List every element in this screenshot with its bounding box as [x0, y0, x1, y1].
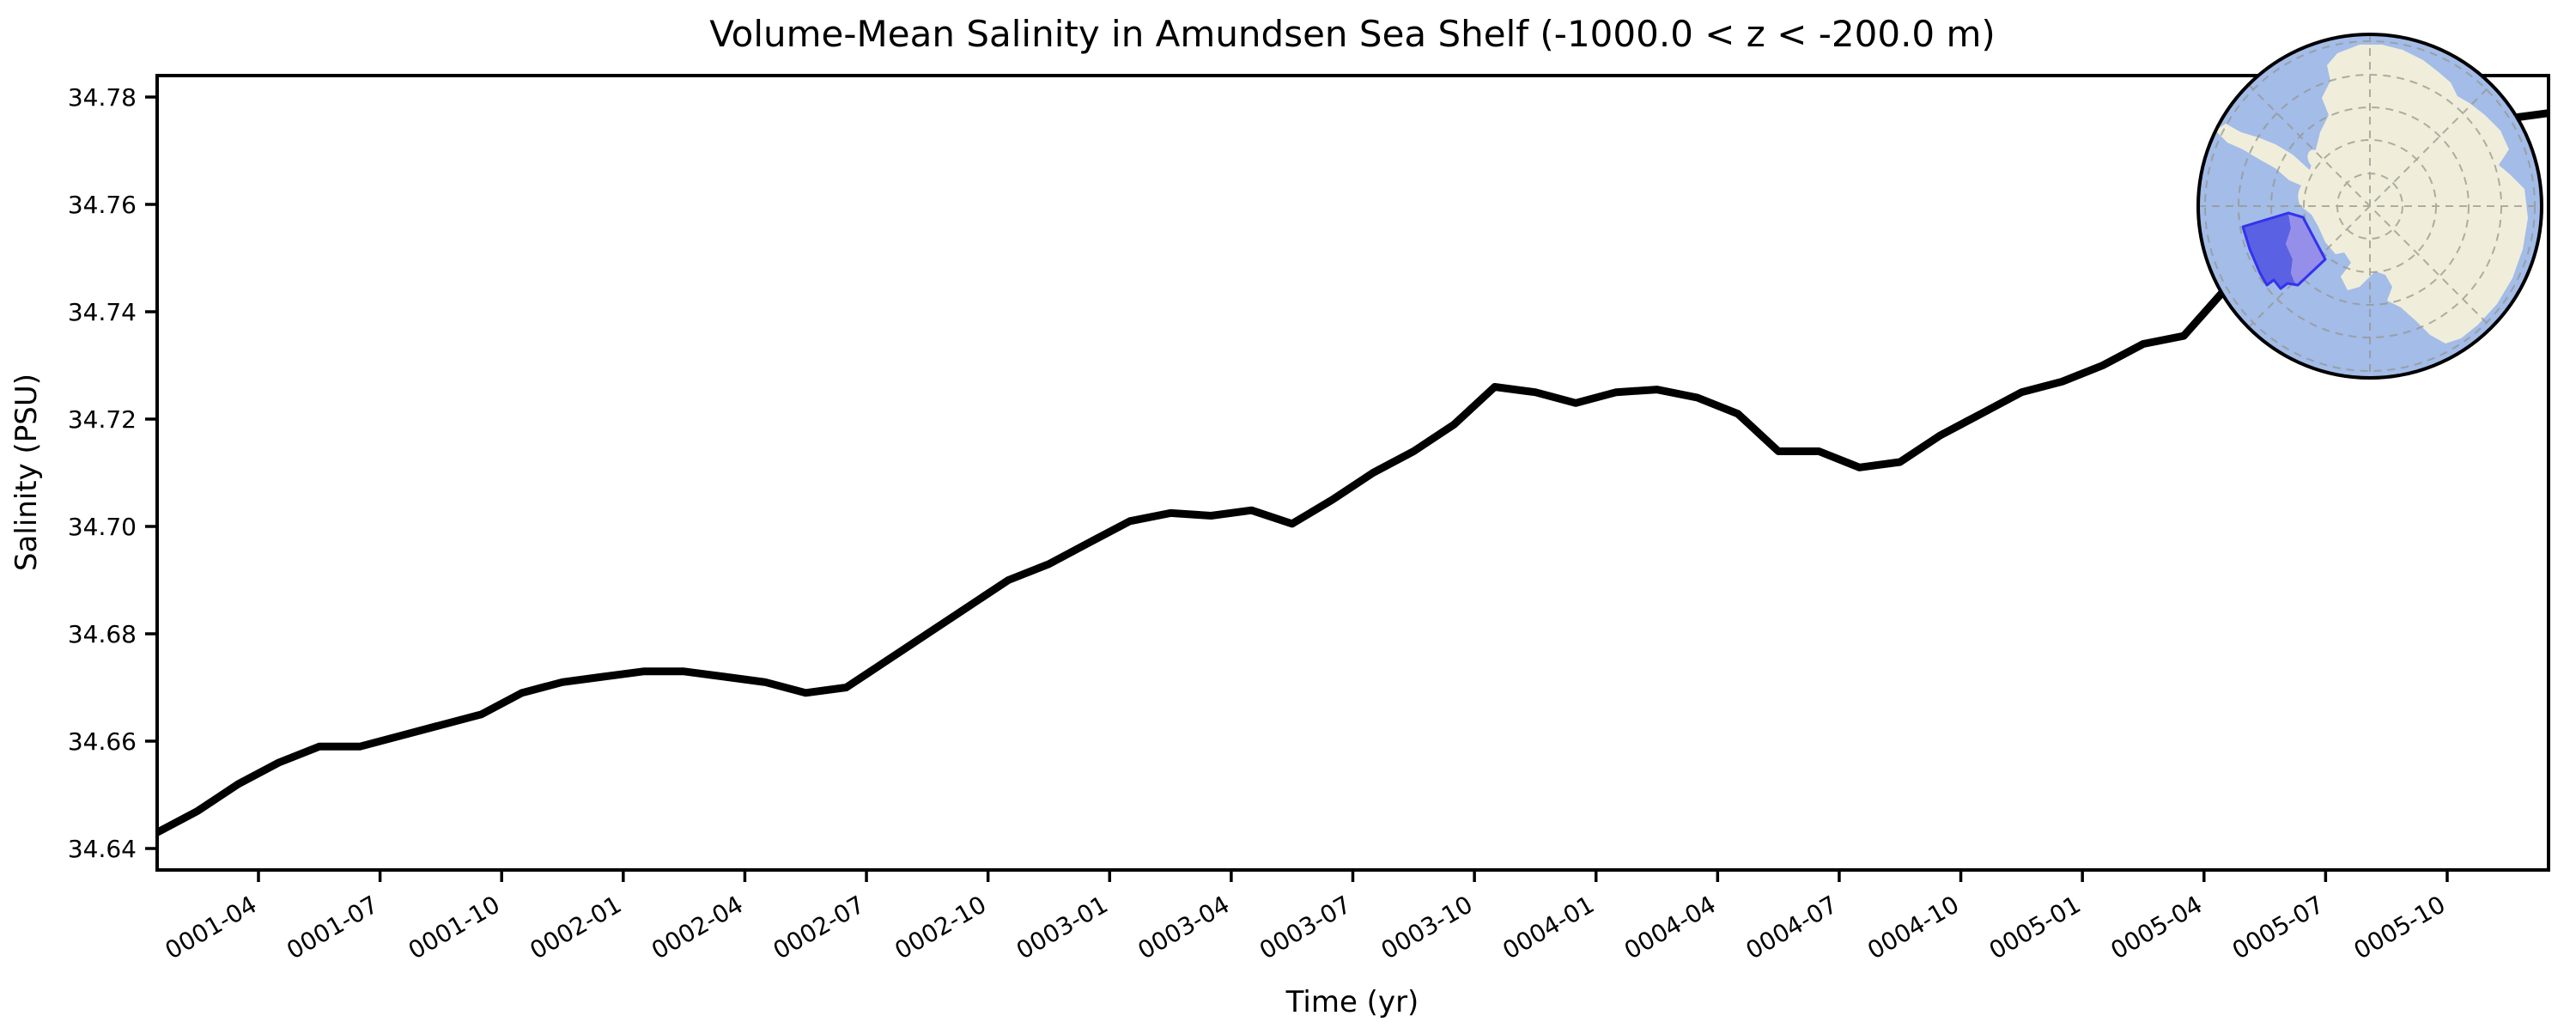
x-tick-label: 0005-01	[1984, 890, 2086, 964]
x-tick-label: 0005-10	[2349, 890, 2451, 964]
x-axis-label: Time (yr)	[1285, 985, 1419, 1019]
y-tick-label: 34.70	[68, 513, 137, 541]
globe-graticule	[2198, 34, 2542, 378]
x-tick-label: 0003-07	[1255, 890, 1356, 964]
x-tick-label: 0003-01	[1012, 890, 1113, 964]
x-tick-label: 0004-10	[1862, 890, 1964, 964]
x-tick-label: 0003-10	[1376, 890, 1478, 964]
y-tick-label: 34.78	[68, 83, 137, 112]
x-tick-label: 0003-04	[1133, 890, 1235, 964]
x-tick-label: 0001-04	[161, 890, 262, 964]
x-axis-ticks: 0001-04 0001-07 0001-10 0002-01 0002-04 0002-…	[161, 870, 2451, 965]
antarctica-landmass	[2215, 45, 2528, 344]
x-tick-label: 0004-04	[1619, 890, 1721, 964]
x-tick-label: 0002-01	[526, 890, 627, 964]
x-tick-label: 0004-01	[1498, 890, 1599, 964]
x-tick-label: 0001-07	[282, 890, 383, 964]
y-tick-label: 34.72	[68, 405, 137, 434]
x-tick-label: 0004-07	[1741, 890, 1843, 964]
chart-title: Volume-Mean Salinity in Amundsen Sea She…	[709, 13, 1996, 55]
x-tick-label: 0001-10	[404, 890, 505, 964]
x-tick-label: 0002-04	[647, 890, 748, 964]
globe-outline	[2196, 33, 2543, 380]
x-tick-label: 0002-10	[890, 890, 991, 964]
y-axis-label: Salinity (PSU)	[9, 374, 44, 571]
y-tick-label: 34.64	[68, 835, 137, 863]
inset-globe-map	[2196, 33, 2543, 380]
y-tick-label: 34.76	[68, 191, 137, 219]
y-tick-label: 34.66	[68, 727, 137, 756]
amundsen-region-outline	[2241, 211, 2327, 290]
y-axis-ticks: 34.64 34.66 34.68 34.70 34.72 34.74 34.76 34.78	[68, 83, 157, 863]
salinity-line-series	[155, 109, 2549, 836]
x-tick-label: 0005-07	[2227, 890, 2329, 964]
y-tick-label: 34.68	[68, 620, 137, 648]
x-tick-label: 0005-04	[2105, 890, 2207, 964]
y-tick-label: 34.74	[68, 298, 137, 326]
x-tick-label: 0002-07	[769, 890, 870, 964]
amundsen-region-shelf-dark	[2243, 213, 2298, 289]
axes-frame	[155, 74, 2550, 872]
